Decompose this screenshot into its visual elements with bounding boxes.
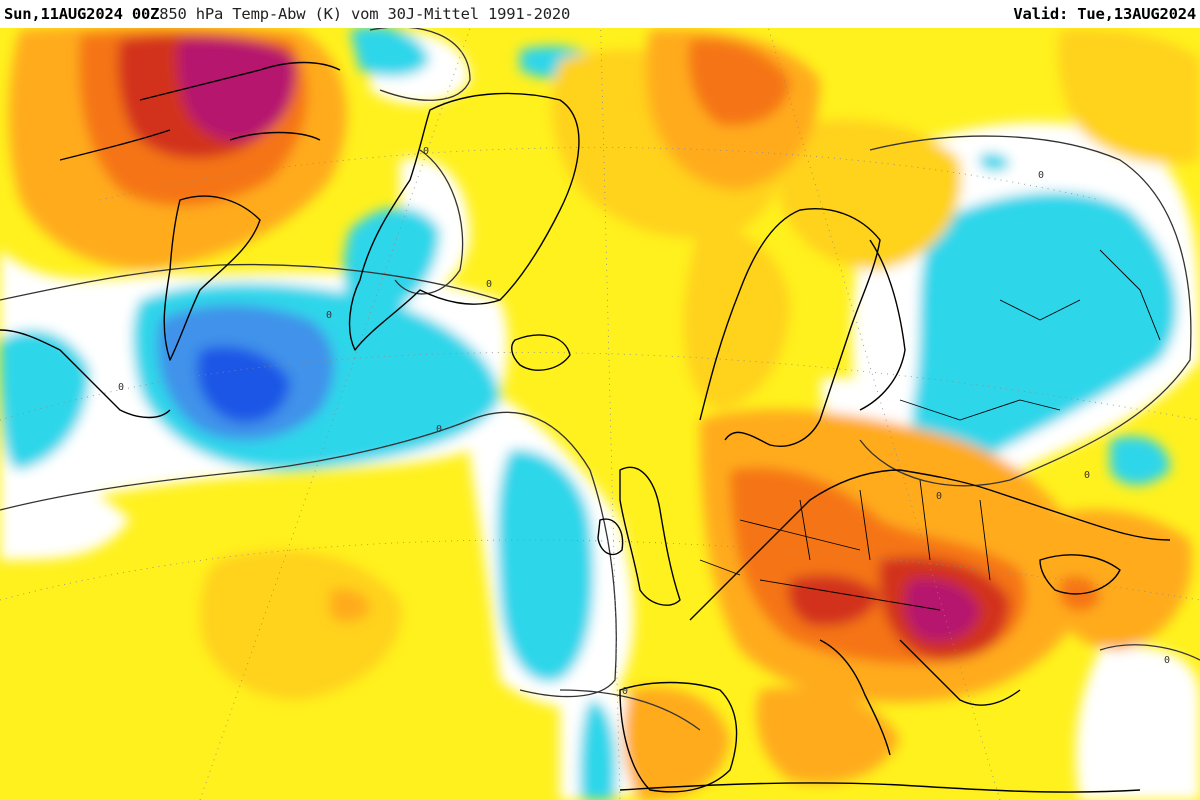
valid-time: Valid: Tue,13AUG2024: [1013, 5, 1196, 23]
coastline-britain: [619, 466, 681, 606]
warmer-area-scandinavia: [683, 228, 790, 410]
extreme-peak-balkans: [905, 578, 980, 642]
hot-area-atlantic-spot: [330, 588, 370, 622]
coastline-europe: [689, 469, 1171, 621]
contour-greenland: [394, 149, 464, 295]
cool-area-mid-atlantic: [497, 449, 594, 682]
very-hot-area-arctic: [688, 39, 790, 126]
contour-label-3: 0: [622, 686, 628, 697]
coastlines: [0, 61, 1171, 793]
contour-label-4: 0: [936, 491, 942, 502]
extreme-peak-canada: [177, 38, 296, 141]
cool-area-russia: [912, 191, 1177, 472]
header-title: Sun,11AUG2024 00Z 850 hPa Temp-Abw (K) v…: [4, 5, 570, 23]
contour-label-7: 0: [423, 146, 429, 157]
contour-atlantic: [0, 263, 501, 301]
coastline-finland: [859, 239, 906, 411]
contour-label-1: 0: [326, 310, 332, 321]
contour-label-2: 0: [436, 424, 442, 435]
cool-area-portugal: [579, 700, 617, 800]
extreme-area-alps: [788, 575, 880, 627]
cold-peak-labrador-sea: [196, 346, 290, 423]
warmer-area-east: [1058, 29, 1200, 164]
contour-atlantic-south: [0, 411, 617, 698]
hot-area-iberia: [623, 687, 730, 800]
warmer-area-atlantic: [200, 550, 402, 700]
map-header: Sun,11AUG2024 00Z 850 hPa Temp-Abw (K) v…: [0, 0, 1200, 28]
contour-label-6: 0: [486, 279, 492, 290]
coastline-labrador: [0, 329, 171, 419]
coastline-north-africa: [619, 782, 1141, 793]
cool-area-caspian: [1110, 436, 1170, 485]
coastline-canada-arctic: [59, 61, 341, 161]
contour-se: [1099, 644, 1200, 661]
contour-russia: [859, 135, 1192, 487]
cool-area-arctic-top: [350, 26, 430, 77]
coastline-ireland: [597, 518, 624, 556]
borders-russia: [899, 249, 1161, 421]
cool-area-greenland-south: [343, 207, 440, 320]
hot-area-mediterranean: [756, 687, 900, 784]
borders-europe: [699, 479, 991, 611]
contour-label-10: 0: [1164, 655, 1170, 666]
valid-date: Tue,13AUG2024: [1077, 5, 1196, 23]
parameter-description: 850 hPa Temp-Abw (K) vom 30J-Mittel 1991…: [159, 5, 571, 23]
contour-label-9: 0: [118, 382, 124, 393]
coastline-iberia: [619, 681, 738, 793]
coastline-greenland: [348, 92, 580, 351]
warmer-area-barents: [780, 120, 962, 270]
zero-contours: [0, 26, 1200, 731]
coastline-scandinavia: [699, 208, 881, 447]
graticule-lon-3: [759, 0, 1001, 800]
neutral-area-west-atlantic: [0, 476, 130, 560]
coastline-balkans: [899, 639, 1021, 706]
coastline-iceland: [511, 334, 571, 371]
contour-label-8: 0: [1084, 470, 1090, 481]
coastline-black-sea: [1039, 554, 1121, 595]
valid-label: Valid:: [1013, 5, 1069, 23]
contour-south-atlantic: [559, 689, 701, 731]
coastline-italy: [819, 639, 891, 756]
contour-labels: 0 0 0 0 0 0 0 0 0 0: [118, 146, 1170, 697]
coastline-baffin: [163, 195, 261, 361]
cool-area-hudson: [0, 330, 90, 470]
cool-area-ne: [980, 153, 1010, 172]
run-date: Sun,11AUG2024 00Z: [4, 5, 160, 23]
neutral-area-se: [1076, 646, 1200, 800]
contour-label-5: 0: [1038, 170, 1044, 181]
hot-area-black-sea: [1040, 509, 1192, 650]
graticule-lon-1: [599, 0, 621, 800]
